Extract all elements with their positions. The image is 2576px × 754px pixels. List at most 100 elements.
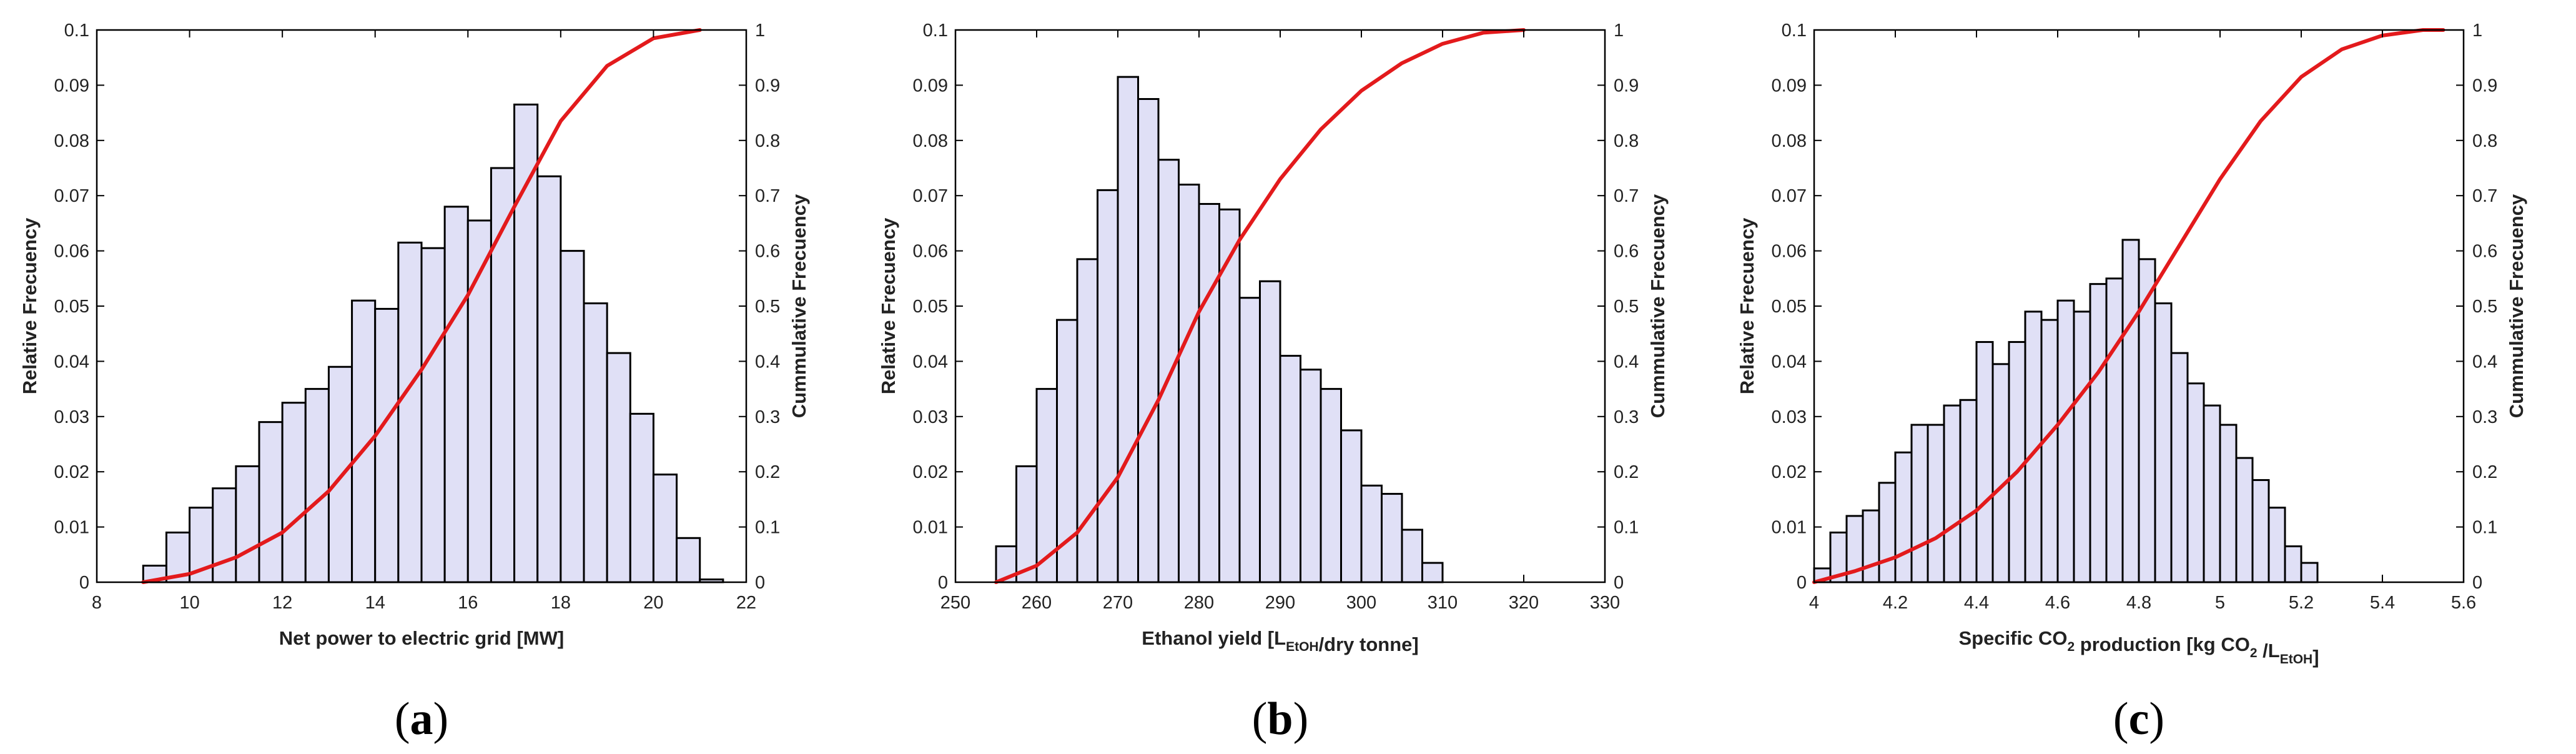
x-axis-title: Ethanol yield [LEtOH/dry tonne] xyxy=(1142,627,1418,655)
y-tick-label: 0.02 xyxy=(1772,462,1807,482)
histogram-bar xyxy=(420,247,446,583)
x-tick-label: 300 xyxy=(1346,593,1376,613)
y-tick-label: 0.03 xyxy=(54,407,89,427)
histogram-bar xyxy=(1421,562,1444,583)
y-right-tick-label: 0.7 xyxy=(2472,186,2497,206)
y-tick-label: 0.05 xyxy=(913,297,948,317)
x-title-text: ] xyxy=(2312,646,2319,668)
histogram-bar xyxy=(1991,363,2010,583)
histogram-bar xyxy=(629,412,654,583)
histogram-bar xyxy=(2040,319,2059,583)
histogram-bar xyxy=(652,474,678,583)
histogram-bar xyxy=(1097,189,1119,583)
y-tick-label: 0.01 xyxy=(913,518,948,538)
x-axis: 4 4.2 4.4 4.6 4.8 5 5.2 5.4 5.6 xyxy=(1809,30,2476,613)
y-right-tick-label: 0.5 xyxy=(1614,297,1639,317)
histogram-bar xyxy=(2105,277,2124,583)
y-tick-label: 0 xyxy=(938,573,948,593)
y-axis-left: 0 0.01 0.02 0.03 0.04 0.05 0.06 0.07 0.08 0.09 0.1 xyxy=(54,21,104,593)
y-right-tick-label: 0 xyxy=(1614,573,1624,593)
y-right-tick-label: 0.8 xyxy=(755,131,780,151)
y-tick-label: 0.05 xyxy=(54,297,89,317)
panel-label-close: ) xyxy=(2149,693,2164,745)
y-right-tick-label: 0.5 xyxy=(2472,297,2497,317)
x-title-text: Net power to electric grid [MW] xyxy=(279,627,564,649)
histogram-bar xyxy=(2089,283,2108,583)
histogram-bar xyxy=(1862,509,1880,583)
y-right-tick-label: 0.8 xyxy=(1614,131,1639,151)
histogram-bar xyxy=(258,421,284,583)
histogram-bar xyxy=(2268,507,2286,583)
x-tick-label: 16 xyxy=(458,593,478,613)
histogram-bar xyxy=(443,206,469,583)
histogram-bar xyxy=(1198,202,1220,583)
histogram-bar xyxy=(1959,399,1978,583)
chart-panel-c: 4 4.2 4.4 4.6 4.8 5 5.2 5.4 5.6 0 0.01 0.02 0.03 0.04… xyxy=(1717,0,2576,754)
histogram-bar xyxy=(374,307,400,583)
x-tick-label: 5.6 xyxy=(2451,593,2476,613)
histogram-bar xyxy=(281,402,307,583)
histogram-bar xyxy=(1975,340,1994,583)
x-tick-label: 4.4 xyxy=(1964,593,1989,613)
histogram-bar xyxy=(212,487,237,583)
x-tick-label: 5.2 xyxy=(2289,593,2314,613)
panel-label-letter: b xyxy=(1267,693,1293,745)
y-axis-right: 0 0.1 0.2 0.3 0.4 0.5 0.6 0.7 0.8 0.9 1 xyxy=(739,21,780,593)
histogram-bar xyxy=(513,103,539,583)
x-title-text: Ethanol yield [L xyxy=(1142,627,1286,649)
panel-label-letter: c xyxy=(2129,693,2149,745)
y-tick-label: 0.07 xyxy=(913,186,948,206)
histogram-bar xyxy=(583,302,608,583)
x-tick-label: 330 xyxy=(1590,593,1620,613)
y-tick-label: 0.02 xyxy=(54,462,89,482)
y-tick-label: 0.03 xyxy=(913,407,948,427)
x-tick-label: 14 xyxy=(365,593,385,613)
y-right-tick-label: 0.6 xyxy=(2472,242,2497,262)
panel-label-close: ) xyxy=(1293,693,1309,745)
y-right-tick-label: 0.4 xyxy=(755,352,780,372)
x-tick-label: 4.8 xyxy=(2126,593,2151,613)
x-tick-label: 280 xyxy=(1184,593,1214,613)
y-right-tick-label: 0.1 xyxy=(2472,518,2497,538)
histogram-bars xyxy=(142,103,724,583)
x-title-subscript: 2 xyxy=(2067,640,2075,654)
x-tick-label: 260 xyxy=(1022,593,1052,613)
y-axis-title: Relative Frecuency xyxy=(1736,217,1758,394)
histogram-bar xyxy=(606,352,631,583)
histogram-bar xyxy=(1927,424,1945,583)
panel-label: (c) xyxy=(2113,693,2164,745)
histogram-bar xyxy=(1157,159,1180,583)
y-right-tick-label: 1 xyxy=(755,21,765,41)
y-right-tick-label: 0.2 xyxy=(1614,462,1639,482)
histogram-bar xyxy=(466,219,492,583)
x-tick-label: 320 xyxy=(1509,593,1539,613)
y-tick-label: 0.03 xyxy=(1772,407,1807,427)
histogram-bar xyxy=(2170,352,2189,583)
histogram-bar xyxy=(2121,239,2140,583)
panel-label-open: ( xyxy=(1252,693,1268,745)
y-tick-label: 0.06 xyxy=(54,242,89,262)
panel-label-letter: a xyxy=(410,693,433,745)
x-tick-label: 310 xyxy=(1428,593,1458,613)
y-tick-label: 0.1 xyxy=(64,21,89,41)
cumulative-frequency-line xyxy=(141,28,702,584)
histogram-bar xyxy=(1178,184,1200,583)
histogram-bar xyxy=(2251,479,2270,583)
y-tick-label: 0.06 xyxy=(913,242,948,262)
x-tick-label: 12 xyxy=(272,593,292,613)
x-tick-label: 18 xyxy=(551,593,571,613)
cumulative-frequency-line xyxy=(994,28,1526,584)
cumulative-frequency-line xyxy=(1812,28,2445,584)
y-axis-title: Relative Frecuency xyxy=(877,217,899,394)
histogram-bar xyxy=(235,465,260,583)
x-title-subscript: EtOH xyxy=(2280,652,2313,667)
y-right-tick-label: 0.1 xyxy=(755,518,780,538)
y-right-tick-label: 0.9 xyxy=(755,76,780,96)
panel-label: (a) xyxy=(395,693,448,745)
histogram-bar xyxy=(2073,310,2091,583)
histogram-bars xyxy=(1813,239,2319,583)
histogram-bar xyxy=(2056,299,2075,583)
histogram-bar xyxy=(1300,369,1322,583)
y-tick-label: 0.05 xyxy=(1772,297,1807,317)
y-right-tick-label: 0.2 xyxy=(2472,462,2497,482)
